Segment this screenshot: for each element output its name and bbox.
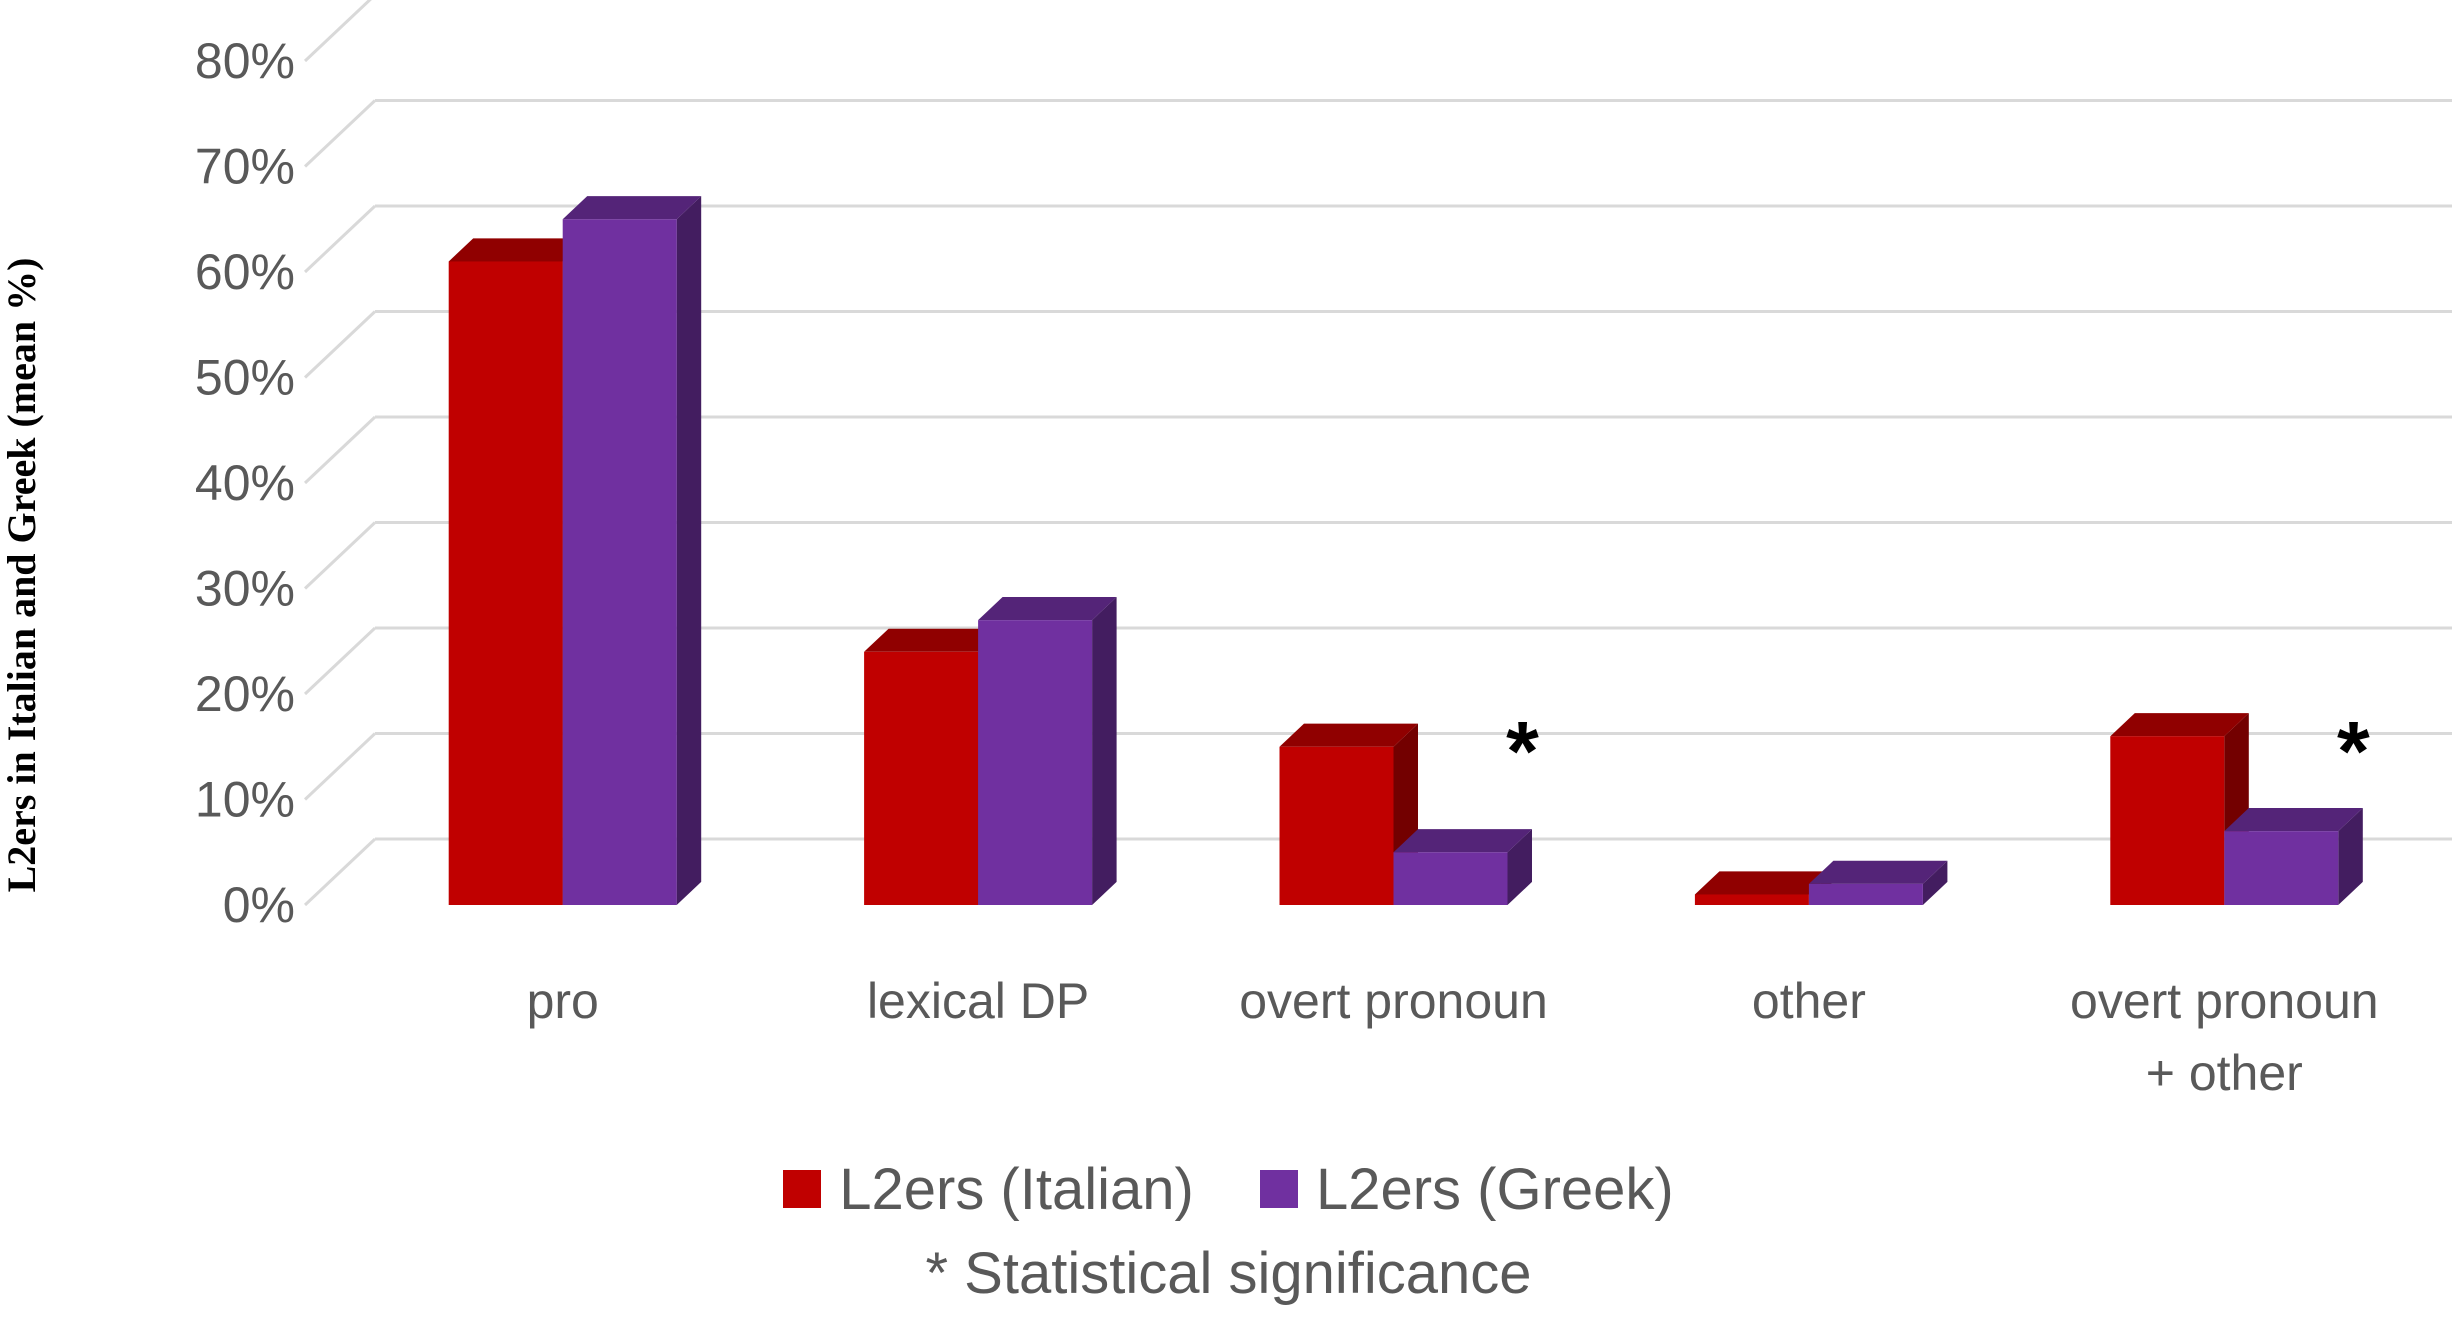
- legend-item-italian: L2ers (Italian): [783, 1156, 1194, 1223]
- gridlines: [303, 0, 2452, 907]
- y-tick-label: 80%: [195, 33, 295, 89]
- y-axis-ticks: 0% 10% 20% 30% 40% 50% 60% 70% 80%: [195, 33, 295, 933]
- x-category-label: + other: [2146, 1045, 2303, 1101]
- x-axis-categories: pro lexical DP overt pronoun other overt pro…: [527, 973, 2379, 1101]
- significance-markers: * *: [1506, 704, 2370, 798]
- gridline-diagonal: [303, 732, 377, 801]
- y-tick-label: 30%: [195, 561, 295, 617]
- gridline-diagonal: [303, 521, 377, 590]
- chart-area: 0% 10% 20% 30% 40% 50% 60% 70% 80% pro lexical DP…: [0, 0, 2452, 1101]
- bars: [448, 196, 2363, 906]
- legend: L2ers (Italian) L2ers (Greek): [0, 1155, 2457, 1223]
- legend-swatch-greek: [1259, 1170, 1298, 1208]
- significance-note: * Statistical significance: [925, 1241, 1532, 1306]
- bar-italian-2: [1279, 723, 1418, 905]
- bar-greek-4: [2224, 808, 2363, 905]
- gridline-diagonal: [303, 626, 377, 696]
- gridline-diagonal: [303, 310, 377, 379]
- legend-swatch-italian: [783, 1170, 822, 1208]
- significance-star: *: [1506, 704, 1539, 798]
- y-tick-label: 60%: [195, 244, 295, 300]
- x-category-label: lexical DP: [867, 973, 1089, 1029]
- x-category-label: overt pronoun: [1239, 973, 1548, 1029]
- y-tick-label: 70%: [195, 139, 295, 195]
- bar-greek-1: [978, 597, 1117, 905]
- x-category-label: other: [1752, 973, 1866, 1029]
- y-axis-label: L2ers in Italian and Greek (mean %): [0, 258, 44, 893]
- gridline-diagonal: [303, 0, 372, 63]
- significance-star: *: [2337, 704, 2370, 798]
- gridline-diagonal: [303, 204, 377, 274]
- x-category-label: overt pronoun: [2070, 973, 2379, 1029]
- gridline-diagonal: [303, 415, 377, 485]
- y-tick-label: 40%: [195, 455, 295, 511]
- legend-item-greek: L2ers (Greek): [1259, 1156, 1674, 1223]
- y-tick-label: 10%: [195, 772, 295, 828]
- bar-greek-0: [562, 196, 702, 905]
- legend-label-greek: L2ers (Greek): [1315, 1156, 1674, 1222]
- y-tick-label: 0%: [223, 877, 295, 933]
- bar-greek-3: [1808, 860, 1948, 905]
- y-tick-label: 20%: [195, 666, 295, 722]
- gridline-diagonal: [303, 99, 377, 168]
- y-tick-label: 50%: [195, 350, 295, 406]
- bar-greek-2: [1393, 829, 1532, 905]
- legend-label-italian: L2ers (Italian): [839, 1156, 1194, 1222]
- x-category-label: pro: [527, 973, 599, 1029]
- gridline-diagonal: [303, 837, 377, 907]
